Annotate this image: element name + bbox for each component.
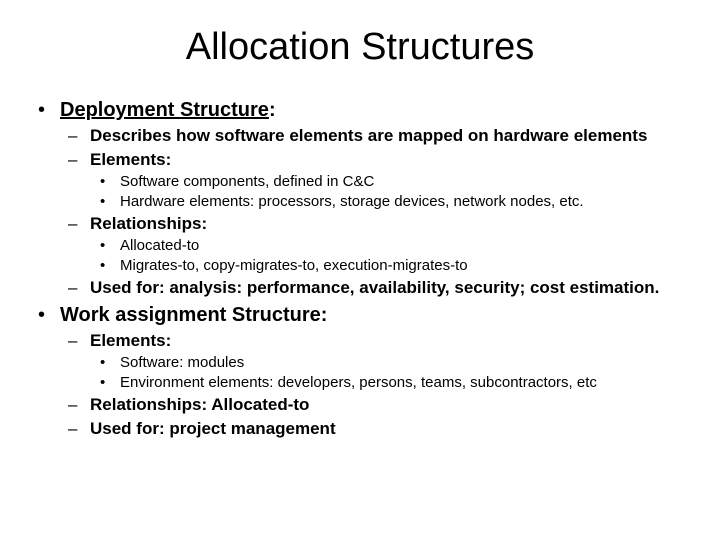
list-item: Used for: project management bbox=[60, 419, 688, 439]
list-item-label: Deployment Structure bbox=[60, 99, 269, 121]
list-item-label: Migrates-to, copy-migrates-to, execution… bbox=[120, 257, 468, 274]
list-item-label: Elements: bbox=[90, 331, 171, 350]
list-item-label: Environment elements: developers, person… bbox=[120, 374, 597, 391]
slide-title: Allocation Structures bbox=[32, 26, 688, 69]
list-item: Deployment Structure: Describes how soft… bbox=[32, 99, 688, 298]
list-item-label: Software: modules bbox=[120, 354, 244, 371]
list-item-label: Elements: bbox=[90, 150, 171, 169]
list-item-label: Relationships: Allocated-to bbox=[90, 395, 309, 414]
list-item: Elements: Software: modules Environment … bbox=[60, 331, 688, 391]
list-item: Relationships: Allocated-to bbox=[60, 395, 688, 415]
bullet-list: Elements: Software: modules Environment … bbox=[60, 331, 688, 439]
list-item: Software: modules bbox=[90, 354, 688, 371]
bullet-list: Software components, defined in C&C Hard… bbox=[90, 173, 688, 210]
slide: Allocation Structures Deployment Structu… bbox=[0, 0, 720, 540]
bullet-list: Deployment Structure: Describes how soft… bbox=[32, 99, 688, 439]
list-item-label: Allocated-to bbox=[120, 237, 199, 254]
list-item-colon: : bbox=[269, 99, 276, 121]
list-item: Work assignment Structure: Elements: Sof… bbox=[32, 304, 688, 439]
list-item: Software components, defined in C&C bbox=[90, 173, 688, 190]
bullet-list: Describes how software elements are mapp… bbox=[60, 126, 688, 298]
list-item: Hardware elements: processors, storage d… bbox=[90, 193, 688, 210]
list-item-label: Work assignment Structure: bbox=[60, 304, 327, 326]
list-item: Migrates-to, copy-migrates-to, execution… bbox=[90, 257, 688, 274]
list-item: Allocated-to bbox=[90, 237, 688, 254]
list-item-label: Describes how software elements are mapp… bbox=[90, 126, 647, 145]
bullet-list: Software: modules Environment elements: … bbox=[90, 354, 688, 391]
list-item-label: Used for: analysis: performance, availab… bbox=[90, 278, 659, 297]
list-item: Elements: Software components, defined i… bbox=[60, 150, 688, 210]
list-item: Relationships: Allocated-to Migrates-to,… bbox=[60, 214, 688, 274]
list-item-label: Hardware elements: processors, storage d… bbox=[120, 193, 584, 210]
bullet-list: Allocated-to Migrates-to, copy-migrates-… bbox=[90, 237, 688, 274]
list-item-label: Used for: project management bbox=[90, 419, 336, 438]
list-item: Environment elements: developers, person… bbox=[90, 374, 688, 391]
list-item-label: Relationships: bbox=[90, 214, 207, 233]
list-item: Used for: analysis: performance, availab… bbox=[60, 278, 688, 298]
list-item: Describes how software elements are mapp… bbox=[60, 126, 688, 146]
list-item-label: Software components, defined in C&C bbox=[120, 173, 374, 190]
